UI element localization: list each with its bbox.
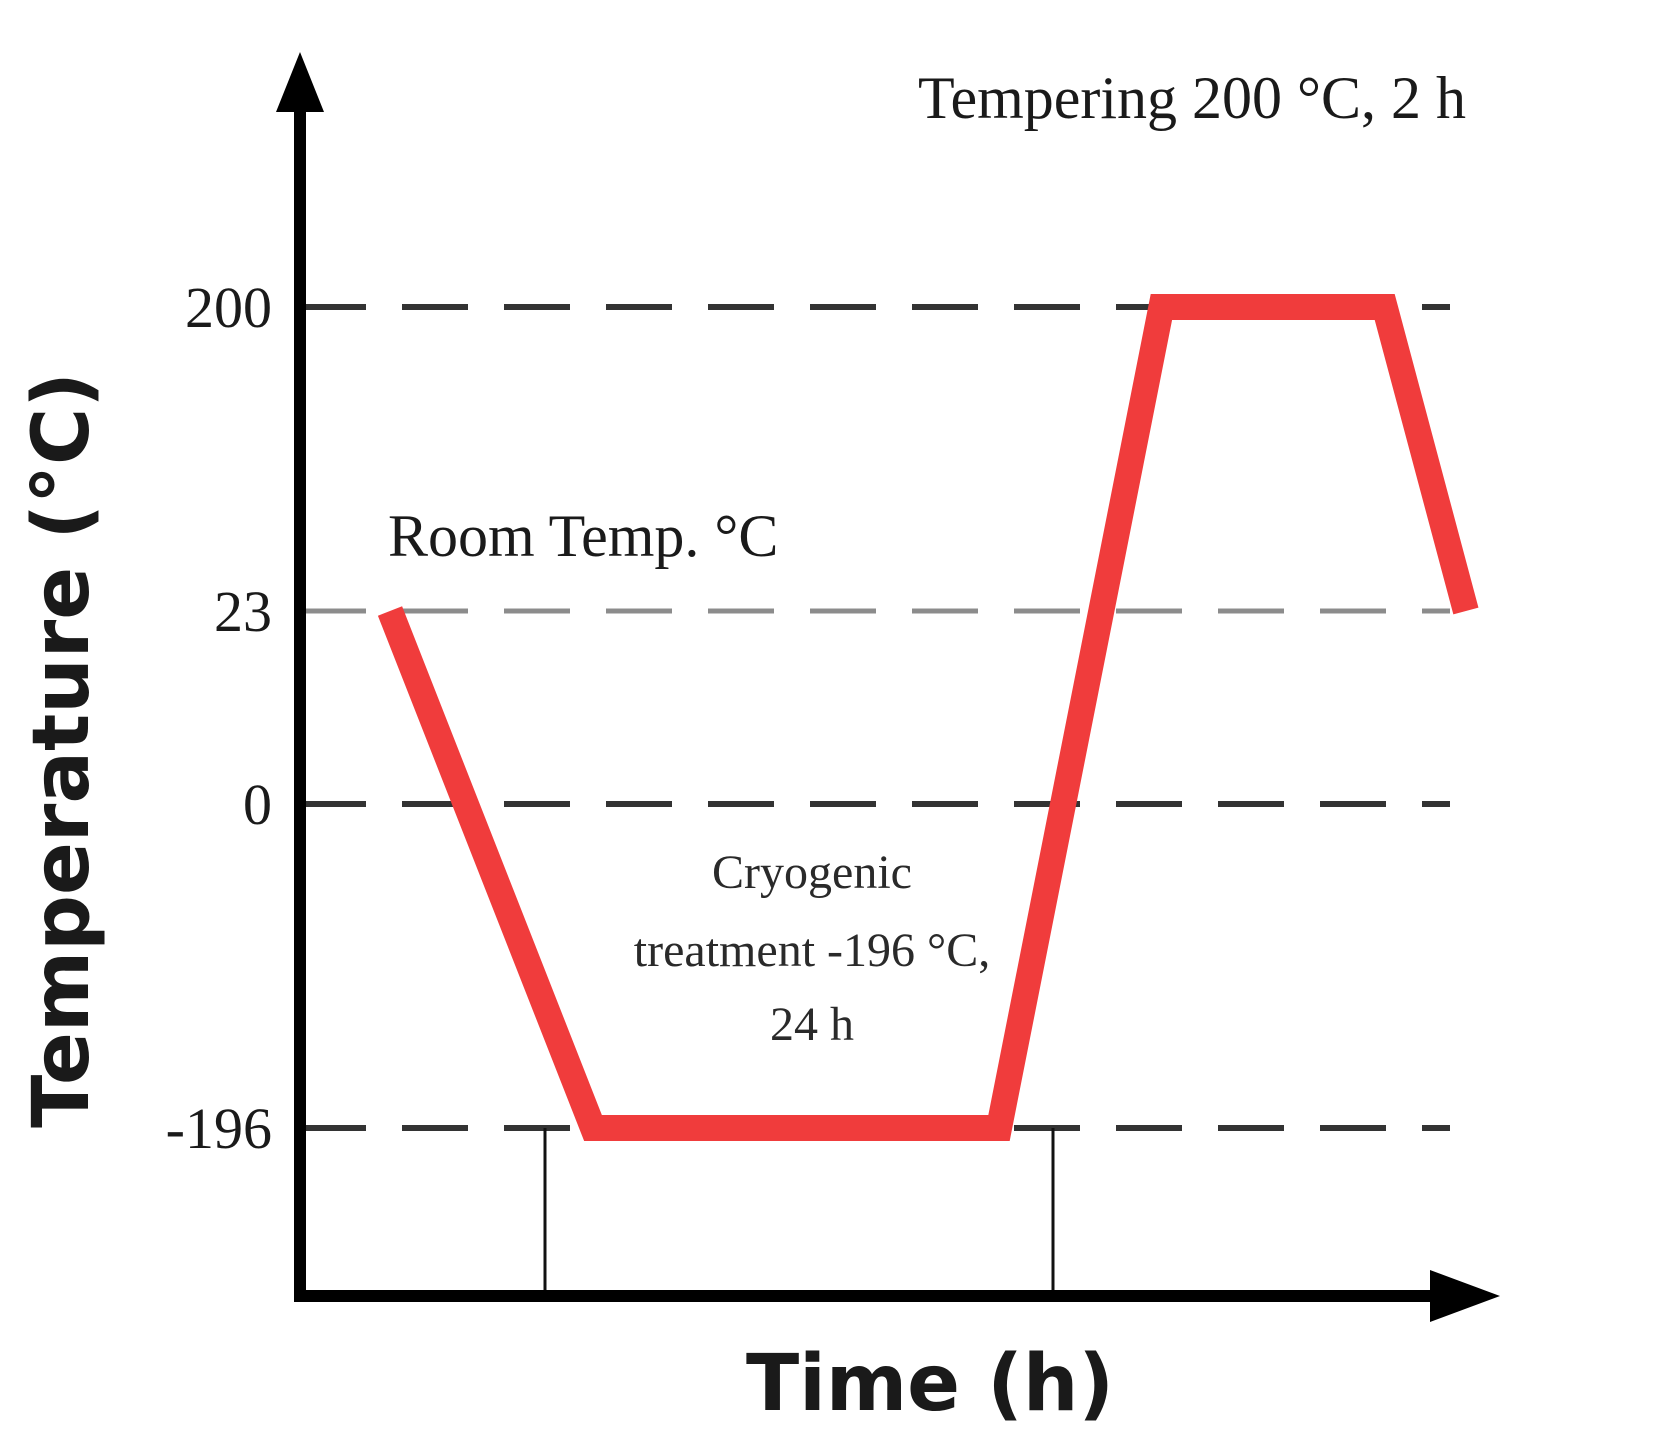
y-tick-label-23: 23 bbox=[214, 579, 272, 644]
y-tick-label-0: 0 bbox=[243, 772, 272, 837]
cryo-annotation-line2: treatment -196 °C, bbox=[634, 924, 990, 977]
temperature-profile-line bbox=[377, 294, 1479, 1141]
cryo-annotation-line1: Cryogenic bbox=[712, 846, 912, 899]
y-tick-labels: 200 23 0 -196 bbox=[166, 275, 272, 1161]
tempering-annotation: Tempering 200 °C, 2 h bbox=[918, 65, 1466, 131]
room-temp-annotation: Room Temp. °C bbox=[388, 503, 778, 569]
cryo-annotation-line3: 24 h bbox=[770, 998, 854, 1051]
y-tick-label-200: 200 bbox=[185, 275, 272, 340]
reference-lines bbox=[300, 304, 1450, 1131]
y-axis-label: Temperature (°C) bbox=[17, 372, 107, 1128]
y-axis-arrow-icon bbox=[276, 52, 324, 112]
x-axis-arrow-icon bbox=[1430, 1270, 1500, 1322]
y-tick-label-minus-196: -196 bbox=[166, 1096, 272, 1161]
x-axis-label: Time (h) bbox=[746, 1339, 1114, 1429]
